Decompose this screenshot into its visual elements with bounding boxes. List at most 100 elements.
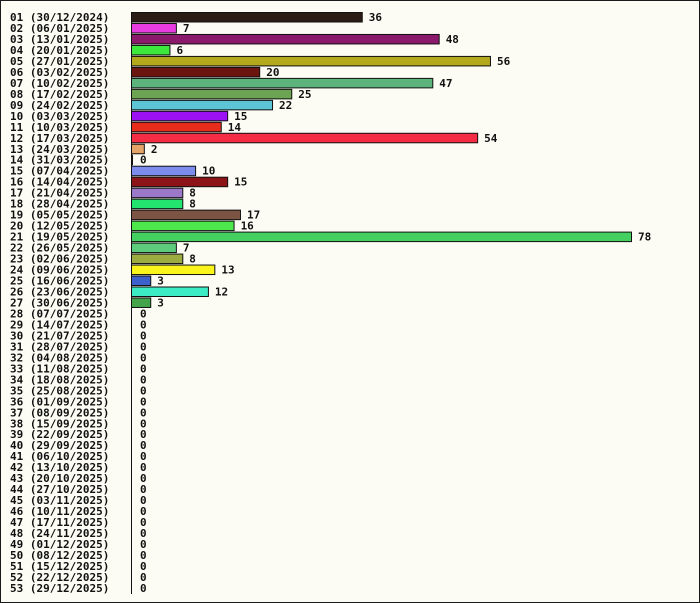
value-label: 0: [140, 527, 147, 540]
value-label: 0: [140, 307, 147, 320]
category-label: 21 (19/05/2025): [10, 231, 109, 244]
category-label: 36 (01/09/2025): [10, 395, 109, 408]
value-label: 0: [140, 406, 147, 419]
value-label: 0: [140, 571, 147, 584]
category-label: 49 (01/12/2025): [10, 538, 109, 551]
category-label: 45 (03/11/2025): [10, 494, 109, 507]
bar: [131, 220, 235, 232]
category-label: 08 (17/02/2025): [10, 88, 109, 101]
bar: [131, 99, 274, 111]
value-label: 20: [266, 66, 279, 79]
value-label: 7: [183, 22, 190, 35]
category-label: 28 (07/07/2025): [10, 307, 109, 320]
category-label: 03 (13/01/2025): [10, 33, 109, 46]
bar: [131, 264, 216, 276]
bar: [131, 143, 145, 155]
category-label: 13 (24/03/2025): [10, 143, 109, 156]
bar: [131, 88, 293, 100]
category-label: 26 (23/06/2025): [10, 286, 109, 299]
bar: [131, 77, 434, 89]
value-label: 16: [241, 220, 255, 233]
category-label: 25 (16/06/2025): [10, 275, 109, 288]
category-label: 32 (04/08/2025): [10, 351, 109, 364]
category-label: 16 (14/04/2025): [10, 176, 109, 189]
value-label: 0: [140, 549, 147, 562]
category-label: 07 (10/02/2025): [10, 77, 109, 90]
category-label: 46 (10/11/2025): [10, 505, 109, 518]
category-label: 41 (06/10/2025): [10, 450, 109, 463]
value-label: 54: [484, 132, 498, 145]
value-label: 0: [140, 329, 147, 342]
bar: [131, 55, 491, 67]
bar: [131, 12, 363, 23]
category-label: 35 (25/08/2025): [10, 384, 109, 397]
bar: [131, 176, 229, 188]
category-label: 30 (21/07/2025): [10, 329, 109, 342]
value-label: 0: [140, 318, 147, 331]
category-label: 52 (22/12/2025): [10, 571, 109, 584]
bar: [131, 297, 152, 308]
bar: [131, 132, 479, 144]
bar: [131, 253, 184, 265]
category-label: 33 (11/08/2025): [10, 362, 109, 375]
value-label: 0: [140, 516, 147, 529]
value-label: 0: [140, 417, 147, 430]
bar: [131, 198, 184, 210]
category-label: 01 (30/12/2024): [10, 11, 109, 24]
value-label: 0: [140, 395, 147, 408]
bar: [131, 286, 209, 297]
value-label: 17: [247, 209, 260, 222]
category-label: 53 (29/12/2025): [10, 582, 109, 595]
category-label: 44 (27/10/2025): [10, 483, 109, 496]
category-label: 09 (24/02/2025): [10, 99, 109, 112]
value-label: 0: [140, 505, 147, 518]
category-label: 22 (26/05/2025): [10, 242, 109, 255]
category-label: 20 (12/05/2025): [10, 220, 109, 233]
value-label: 0: [140, 340, 147, 353]
category-label: 04 (20/01/2025): [10, 44, 109, 57]
category-label: 29 (14/07/2025): [10, 318, 109, 331]
value-label: 7: [183, 242, 190, 255]
category-label: 37 (08/09/2025): [10, 406, 109, 419]
bar: [131, 44, 171, 56]
value-label: 2: [151, 143, 158, 156]
category-label: 42 (13/10/2025): [10, 461, 109, 474]
category-label: 05 (27/01/2025): [10, 55, 109, 68]
value-label: 0: [140, 461, 147, 474]
value-label: 0: [140, 362, 147, 375]
category-label: 10 (03/03/2025): [10, 110, 109, 123]
category-label: 43 (20/10/2025): [10, 472, 109, 485]
value-label: 15: [234, 110, 247, 123]
category-label: 50 (08/12/2025): [10, 549, 109, 562]
bar: [131, 110, 229, 122]
value-label: 3: [157, 296, 164, 309]
category-label: 47 (17/11/2025): [10, 516, 109, 529]
value-label: 8: [189, 187, 196, 200]
bar: [131, 121, 222, 133]
value-label: 0: [140, 373, 147, 386]
value-label: 0: [140, 351, 147, 364]
category-label: 23 (02/06/2025): [10, 253, 109, 266]
category-label: 11 (10/03/2025): [10, 121, 109, 134]
value-label: 56: [497, 55, 511, 68]
value-label: 48: [446, 33, 459, 46]
category-label: 17 (21/04/2025): [10, 187, 109, 200]
value-label: 0: [140, 538, 147, 551]
category-label: 15 (07/04/2025): [10, 165, 109, 178]
value-label: 15: [234, 176, 247, 189]
bar: [131, 33, 440, 45]
category-label: 14 (31/03/2025): [10, 154, 109, 167]
value-label: 0: [140, 472, 147, 485]
category-label: 12 (17/03/2025): [10, 132, 109, 145]
bar: [131, 242, 177, 254]
value-label: 6: [176, 44, 183, 57]
value-label: 14: [228, 121, 242, 134]
category-label: 18 (28/04/2025): [10, 198, 109, 211]
bar: [131, 187, 184, 199]
value-label: 22: [279, 99, 292, 112]
value-label: 0: [140, 483, 147, 496]
category-label: 19 (05/05/2025): [10, 209, 109, 222]
value-label: 78: [638, 231, 651, 244]
value-label: 25: [298, 88, 311, 101]
